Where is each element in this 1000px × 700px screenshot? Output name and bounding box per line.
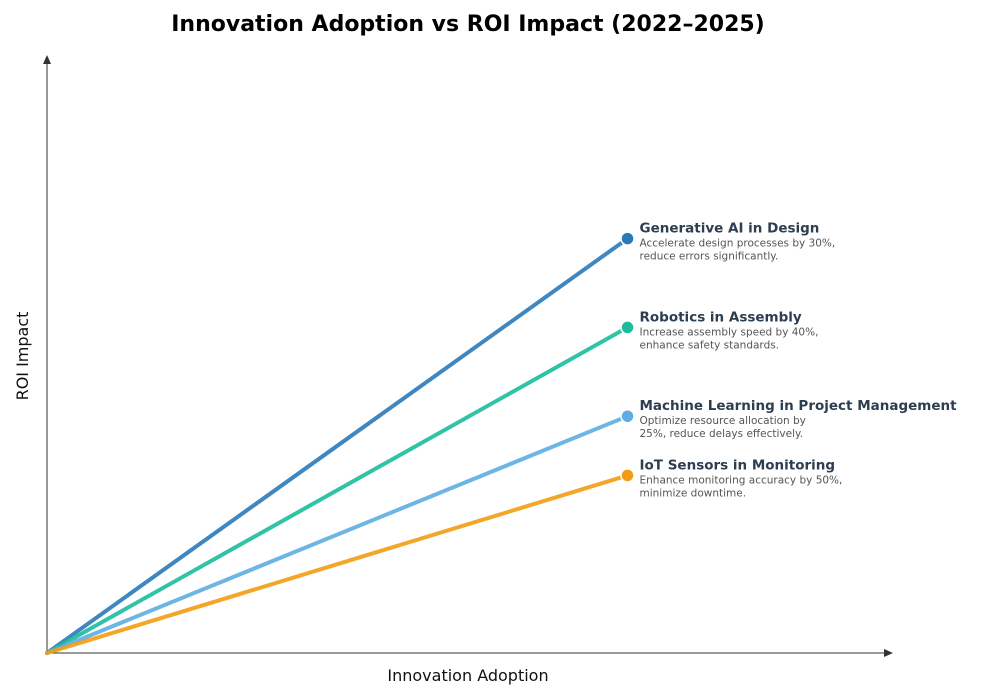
series-label-iot-sensors-in-monitoring: IoT Sensors in Monitoring [640, 457, 836, 473]
series-description-generative-ai-in-design: Accelerate design processes by 30%, [640, 238, 836, 250]
series-description-iot-sensors-in-monitoring: Enhance monitoring accuracy by 50%, [640, 474, 843, 486]
series-description-machine-learning-in-project-management: Optimize resource allocation by [640, 415, 806, 427]
series-point-iot-sensors-in-monitoring [620, 468, 635, 483]
series-label-robotics-in-assembly: Robotics in Assembly [640, 309, 802, 325]
chart-title: Innovation Adoption vs ROI Impact (2022–… [171, 12, 765, 37]
y-axis-arrow [43, 55, 51, 64]
series-line-iot-sensors-in-monitoring [45, 473, 630, 655]
series-line-robotics-in-assembly [45, 325, 630, 655]
x-axis-label: Innovation Adoption [387, 666, 548, 685]
series-point-machine-learning-in-project-management [620, 408, 635, 424]
series-description-iot-sensors-in-monitoring: minimize downtime. [640, 487, 747, 499]
x-axis-arrow [884, 649, 893, 657]
series-line-machine-learning-in-project-management [45, 414, 630, 655]
series-description-generative-ai-in-design: reduce errors significantly. [640, 251, 779, 263]
series-line-generative-ai-in-design [45, 236, 630, 655]
series-label-generative-ai-in-design: Generative AI in Design [640, 221, 820, 237]
series-label-machine-learning-in-project-management: Machine Learning in Project Management [640, 398, 958, 414]
series-description-robotics-in-assembly: enhance safety standards. [640, 339, 780, 351]
y-axis-label: ROI Impact [13, 312, 32, 401]
series-point-generative-ai-in-design [620, 231, 635, 246]
series-description-machine-learning-in-project-management: 25%, reduce delays effectively. [640, 428, 804, 440]
series-point-robotics-in-assembly [620, 320, 635, 335]
series-description-robotics-in-assembly: Increase assembly speed by 40%, [640, 326, 819, 338]
